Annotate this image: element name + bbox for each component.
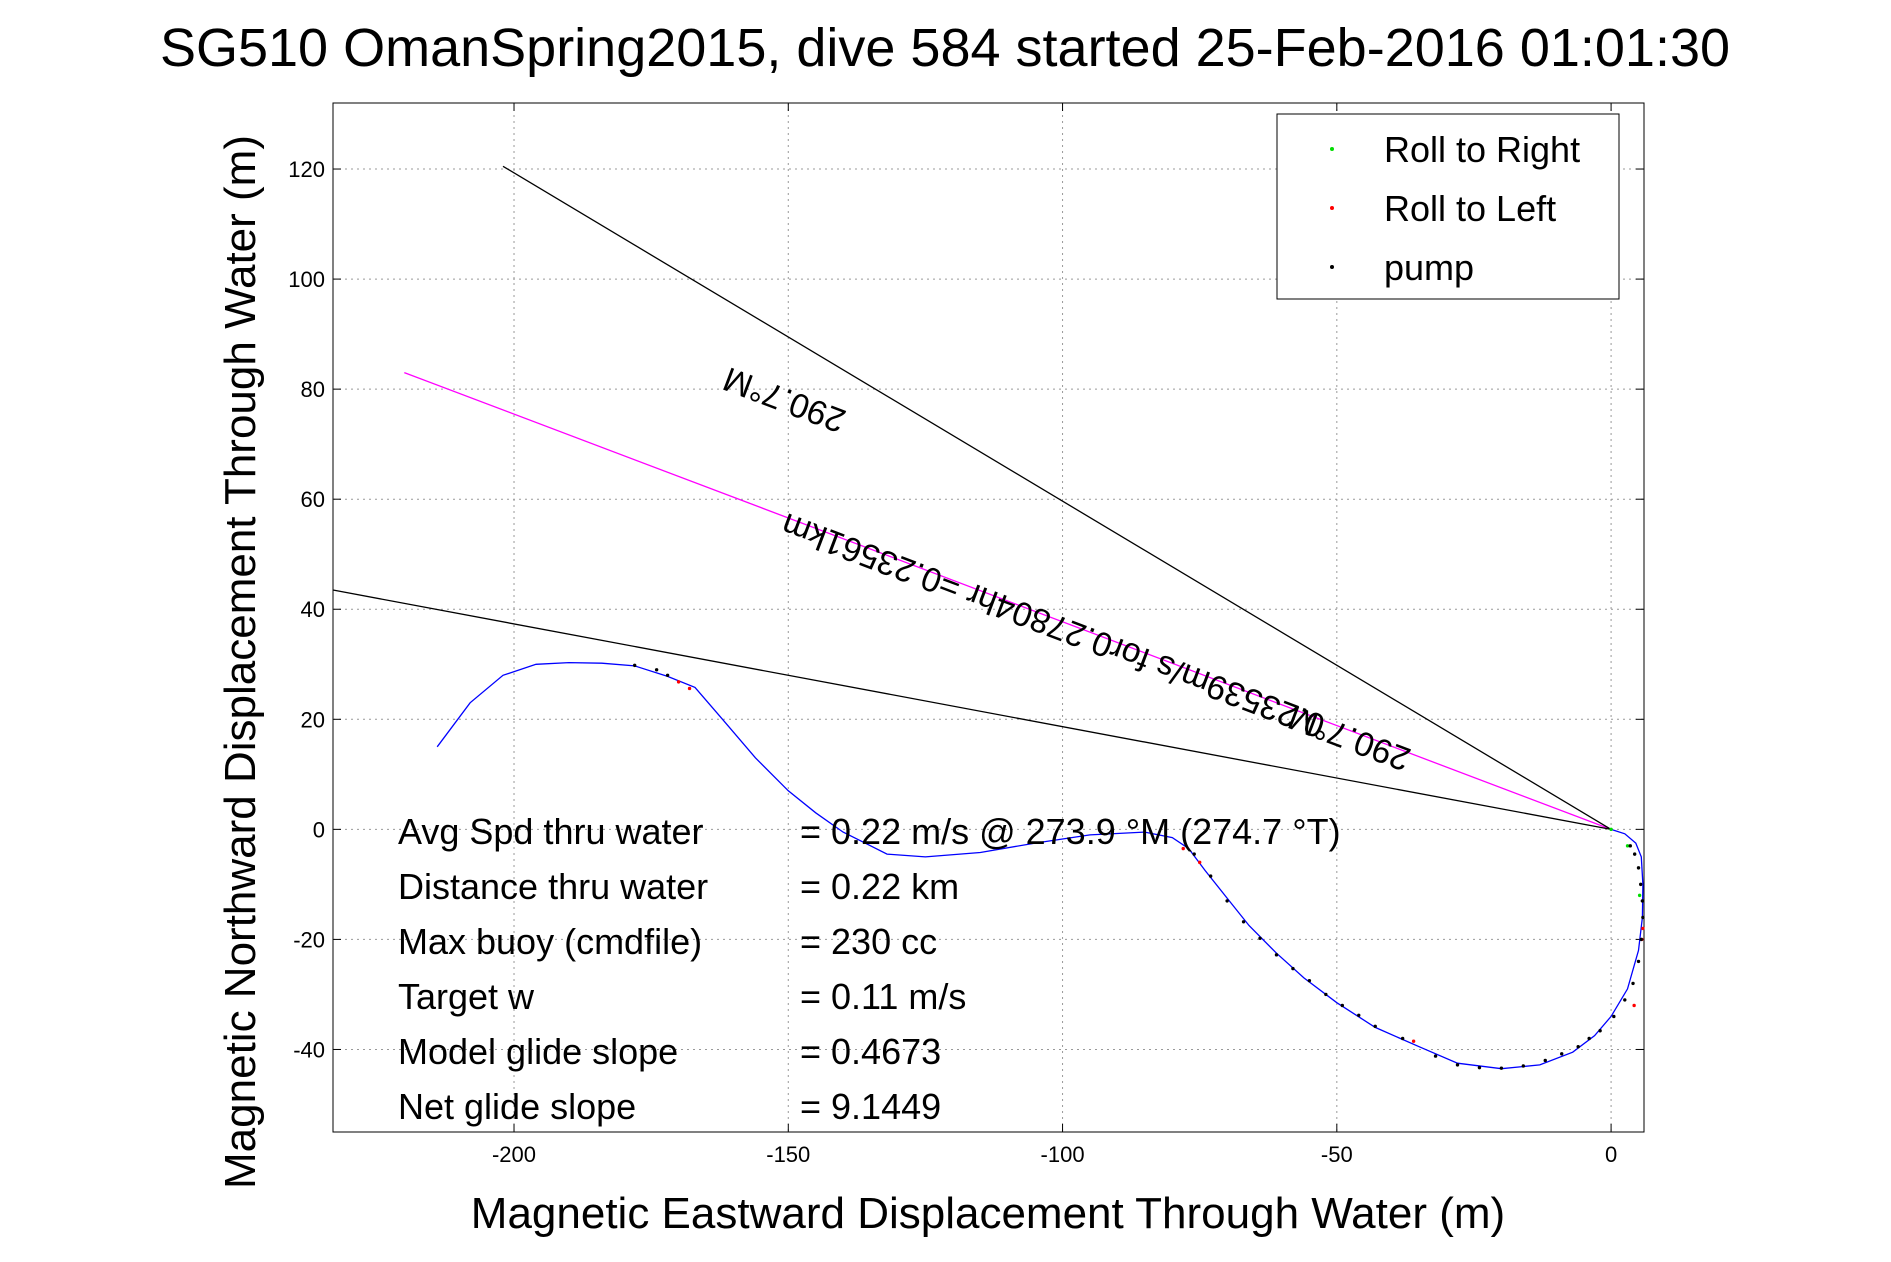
pump-marker	[654, 668, 659, 672]
stat-label: Distance thru water	[398, 866, 708, 907]
roll-left-marker	[687, 686, 692, 691]
pump-marker	[1612, 1014, 1616, 1019]
roll-left-marker	[676, 680, 681, 684]
pump-marker	[1499, 1066, 1504, 1070]
pump-marker	[1576, 1045, 1580, 1049]
roll-right-marker	[1625, 844, 1630, 848]
roll-right-marker	[1609, 827, 1613, 832]
pump-marker	[1632, 852, 1637, 856]
pump-marker	[665, 673, 670, 677]
x-axis-label: Magnetic Eastward Displacement Through W…	[471, 1189, 1505, 1238]
y-tick-label: -20	[293, 927, 325, 952]
legend-box	[1276, 113, 1620, 300]
pump-marker	[1258, 936, 1262, 941]
stat-value: = 0.22 km	[800, 866, 959, 907]
pump-marker	[1521, 1064, 1526, 1068]
pump-marker	[1373, 1024, 1377, 1029]
series-line-2	[502, 165, 1612, 830]
stat-label: Avg Spd thru water	[398, 811, 704, 852]
roll-left-marker	[1411, 1039, 1416, 1043]
y-tick-label: 120	[288, 157, 325, 182]
pump-marker	[1400, 1036, 1405, 1041]
stats-block: Avg Spd thru water = 0.22 m/s @ 273.9 °M …	[398, 811, 1341, 1127]
y-tick-label: 0	[313, 817, 325, 842]
legend-marker	[1330, 147, 1334, 151]
pump-marker	[632, 663, 637, 668]
pump-marker	[1543, 1058, 1547, 1063]
stat-value: = 230 cc	[800, 921, 937, 962]
pump-marker	[1455, 1063, 1460, 1067]
stat-label: Max buoy (cmdfile)	[398, 921, 702, 962]
pump-marker	[1192, 852, 1196, 856]
legend-marker	[1330, 265, 1334, 269]
legend: Roll to Right Roll to Left pump	[1276, 113, 1620, 300]
pump-marker	[1274, 953, 1279, 957]
pump-marker	[1307, 978, 1312, 983]
y-tick-label: 40	[301, 597, 325, 622]
series-line-0	[436, 661, 1644, 1070]
stat-value: = 9.1449	[800, 1086, 941, 1127]
roll-left-marker	[1641, 926, 1645, 931]
pump-marker	[1291, 966, 1295, 971]
chart-title: SG510 OmanSpring2015, dive 584 started 2…	[160, 18, 1730, 78]
roll-left-marker	[1197, 860, 1202, 865]
legend-marker	[1330, 206, 1334, 210]
pump-marker	[1623, 998, 1627, 1002]
pump-marker	[1639, 937, 1643, 942]
pump-marker	[1241, 920, 1246, 924]
pump-marker	[1631, 981, 1635, 986]
stat-label: Target w	[398, 976, 535, 1017]
stat-label: Model glide slope	[398, 1031, 678, 1072]
stat-value: = 0.22 m/s @ 273.9 °M (274.7 °T)	[800, 811, 1341, 852]
roll-left-marker	[1181, 846, 1185, 851]
pump-marker	[1433, 1054, 1438, 1058]
series-line-1	[404, 371, 1612, 831]
y-axis-label: Magnetic Northward Displacement Through …	[216, 135, 265, 1189]
pump-marker	[1598, 1029, 1602, 1033]
legend-entry-label: pump	[1384, 247, 1474, 288]
pump-marker	[1641, 915, 1645, 920]
legend-entry-label: Roll to Right	[1384, 129, 1580, 170]
x-tick-label: -200	[492, 1142, 536, 1167]
roll-left-marker	[1632, 1003, 1636, 1008]
pump-marker	[1636, 959, 1641, 964]
stat-label: Net glide slope	[398, 1086, 636, 1127]
x-tick-label: -100	[1041, 1142, 1085, 1167]
y-tick-label: 60	[301, 487, 325, 512]
y-tick-label: 100	[288, 267, 325, 292]
pump-marker	[1208, 874, 1213, 878]
y-tick-label: 20	[301, 707, 325, 732]
pump-marker	[1587, 1036, 1591, 1041]
pump-marker	[1357, 1013, 1361, 1018]
pump-marker	[1628, 844, 1632, 848]
legend-entry-label: Roll to Left	[1384, 188, 1556, 229]
pump-marker	[1225, 899, 1229, 903]
y-tick-label: -40	[293, 1037, 325, 1062]
pump-marker	[1477, 1065, 1482, 1070]
series-line-3	[332, 589, 1612, 831]
pump-marker	[1639, 882, 1643, 887]
pump-marker	[1560, 1052, 1564, 1056]
pump-marker	[1324, 992, 1328, 997]
roll-right-marker	[1637, 893, 1642, 898]
pump-marker	[1636, 866, 1641, 870]
pump-marker	[1340, 1003, 1345, 1008]
x-tick-label: -150	[766, 1142, 810, 1167]
x-tick-label: 0	[1605, 1142, 1617, 1167]
pump-marker	[1640, 899, 1645, 903]
stat-value: = 0.11 m/s	[800, 976, 966, 1017]
series-group	[332, 165, 1644, 1070]
markers-group	[632, 663, 1645, 1070]
x-tick-label: -50	[1321, 1142, 1353, 1167]
y-tick-label: 80	[301, 377, 325, 402]
stat-value: = 0.4673	[800, 1031, 941, 1072]
